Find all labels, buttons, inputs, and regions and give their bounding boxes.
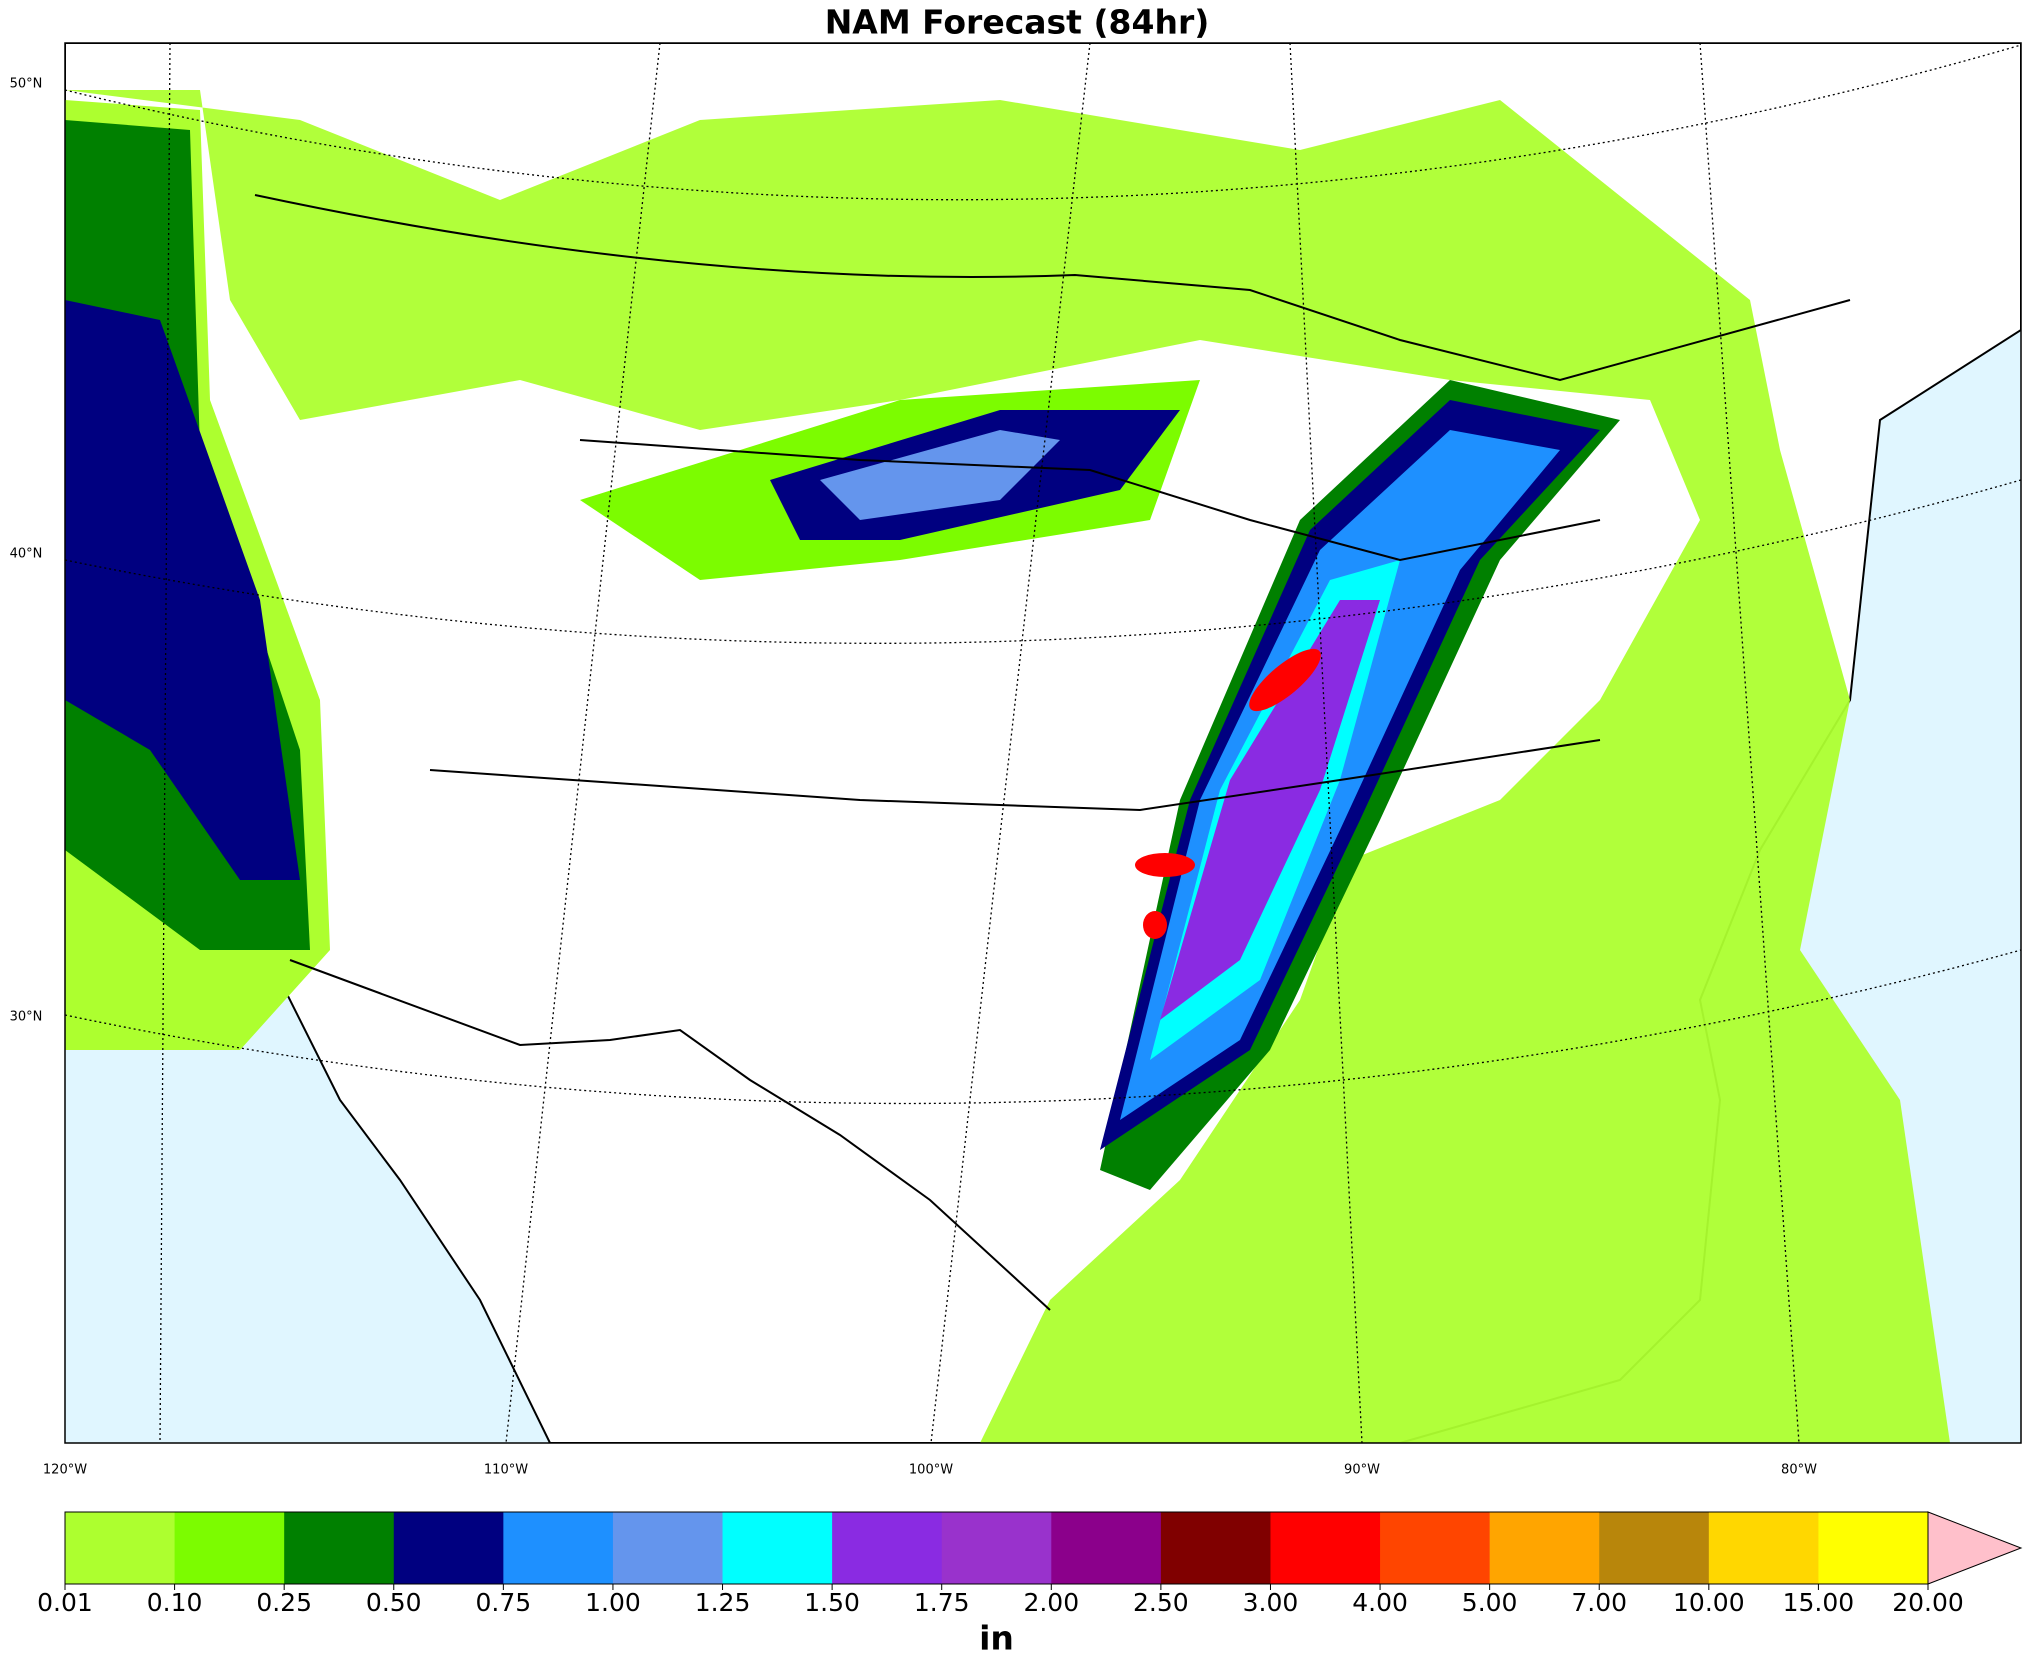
colorbar-segment	[174, 1512, 285, 1584]
colorbar-segment	[1051, 1512, 1162, 1584]
colorbar-segment	[65, 1512, 176, 1584]
precip-area	[65, 300, 300, 880]
colorbar-extension	[1927, 1511, 2023, 1585]
colorbar-tick-label: 20.00	[1892, 1588, 1964, 1617]
colorbar-segment	[1708, 1512, 1819, 1584]
colorbar-segment	[1380, 1512, 1491, 1584]
colorbar-segment	[1270, 1512, 1381, 1584]
precip-area	[1160, 600, 1380, 1020]
map	[64, 42, 2022, 1444]
title: NAM Forecast (84hr)	[825, 3, 1210, 42]
colorbar-tick-label: 1.25	[695, 1588, 751, 1617]
colorbar-tick-label: 0.75	[476, 1588, 532, 1617]
colorbar-segment	[1489, 1512, 1600, 1584]
colorbar-segment	[1599, 1512, 1710, 1584]
colorbar-tick-label: 15.00	[1783, 1588, 1855, 1617]
colorbar-tick-label: 10.00	[1673, 1588, 1745, 1617]
colorbar-tick-label: 2.50	[1133, 1588, 1189, 1617]
colorbar-tick-label: 3.00	[1243, 1588, 1299, 1617]
colorbar-tick-label: 4.00	[1352, 1588, 1408, 1617]
lat-label: 50°N	[10, 77, 43, 92]
colorbar-segment	[1160, 1512, 1271, 1584]
colorbar-segment	[1818, 1512, 1929, 1584]
lon-label: 110°W	[484, 1463, 528, 1478]
borders	[254, 194, 1851, 1311]
colorbar-segment	[393, 1512, 504, 1584]
colorbar-tick-label: 1.50	[804, 1588, 860, 1617]
lat-label: 40°N	[10, 547, 43, 562]
colorbar-unit: in	[979, 1619, 1014, 1658]
colorbar-tick-label: 0.01	[37, 1588, 93, 1617]
colorbar-tick-label: 2.00	[1023, 1588, 1079, 1617]
lon-label: 120°W	[43, 1463, 87, 1478]
colorbar-tick-label: 7.00	[1571, 1588, 1627, 1617]
map-frame	[64, 42, 2022, 1444]
colorbar-tick-label: 0.50	[366, 1588, 422, 1617]
lon-label: 80°W	[1781, 1463, 1817, 1478]
precip-area	[820, 430, 1060, 520]
precip-area	[65, 90, 1950, 1443]
lon-label: 90°W	[1344, 1463, 1380, 1478]
colorbar-tick-label: 0.25	[256, 1588, 312, 1617]
colorbar-tick-label: 1.75	[914, 1588, 970, 1617]
lat-label: 30°N	[10, 1010, 43, 1025]
precip-max	[1249, 648, 1321, 712]
lon-label: 100°W	[909, 1463, 953, 1478]
colorbar-segment	[722, 1512, 833, 1584]
colorbar-tick-label: 0.10	[147, 1588, 203, 1617]
colorbar-segment	[503, 1512, 614, 1584]
graticule	[65, 43, 2021, 1443]
precip-max	[1143, 911, 1167, 939]
precip-max	[1135, 853, 1195, 877]
colorbar-segment	[612, 1512, 724, 1584]
colorbar-tick-label: 5.00	[1462, 1588, 1518, 1617]
colorbar-tick-label: 1.00	[585, 1588, 641, 1617]
colorbar-segment	[941, 1512, 1052, 1584]
colorbar-segment	[832, 1512, 943, 1584]
colorbar-frame	[64, 1511, 1929, 1585]
colorbar-segment	[284, 1512, 395, 1584]
